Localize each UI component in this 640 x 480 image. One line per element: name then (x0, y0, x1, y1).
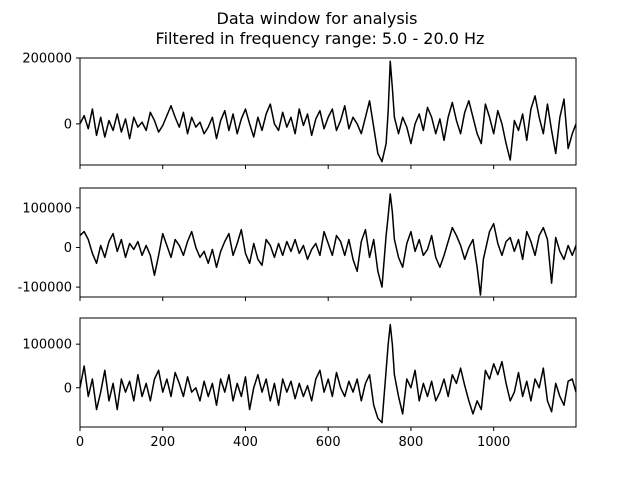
x-tick-label: 600 (316, 435, 341, 450)
x-tick-label: 400 (233, 435, 258, 450)
y-tick-label: 0 (64, 381, 72, 396)
waveform-line (79, 323, 577, 424)
y-tick-label: 0 (64, 117, 72, 132)
chart-title: Data window for analysis (217, 9, 418, 28)
panel-2: -100000 0 100000 (18, 187, 577, 301)
x-tick-label: 800 (399, 435, 424, 450)
axes-frame (79, 57, 577, 166)
y-tick-label: 0 (64, 241, 72, 256)
panel-1: 0 200000 (22, 52, 577, 169)
chart-subtitle: Filtered in frequency range: 5.0 - 20.0 … (156, 29, 485, 48)
panel-3: 0 100000 0 200 400 600 800 1000 (22, 317, 577, 450)
y-tick-label: 100000 (22, 201, 72, 216)
x-tick-label: 0 (76, 435, 84, 450)
waveform-line (79, 193, 577, 296)
y-tick-label: 200000 (22, 52, 72, 67)
y-tick-label: -100000 (18, 281, 72, 296)
axes-frame (79, 317, 577, 428)
x-tick-label: 1000 (477, 435, 510, 450)
y-tick-label: 100000 (22, 338, 72, 353)
x-tick-label: 200 (150, 435, 175, 450)
waveform-line (79, 60, 577, 163)
